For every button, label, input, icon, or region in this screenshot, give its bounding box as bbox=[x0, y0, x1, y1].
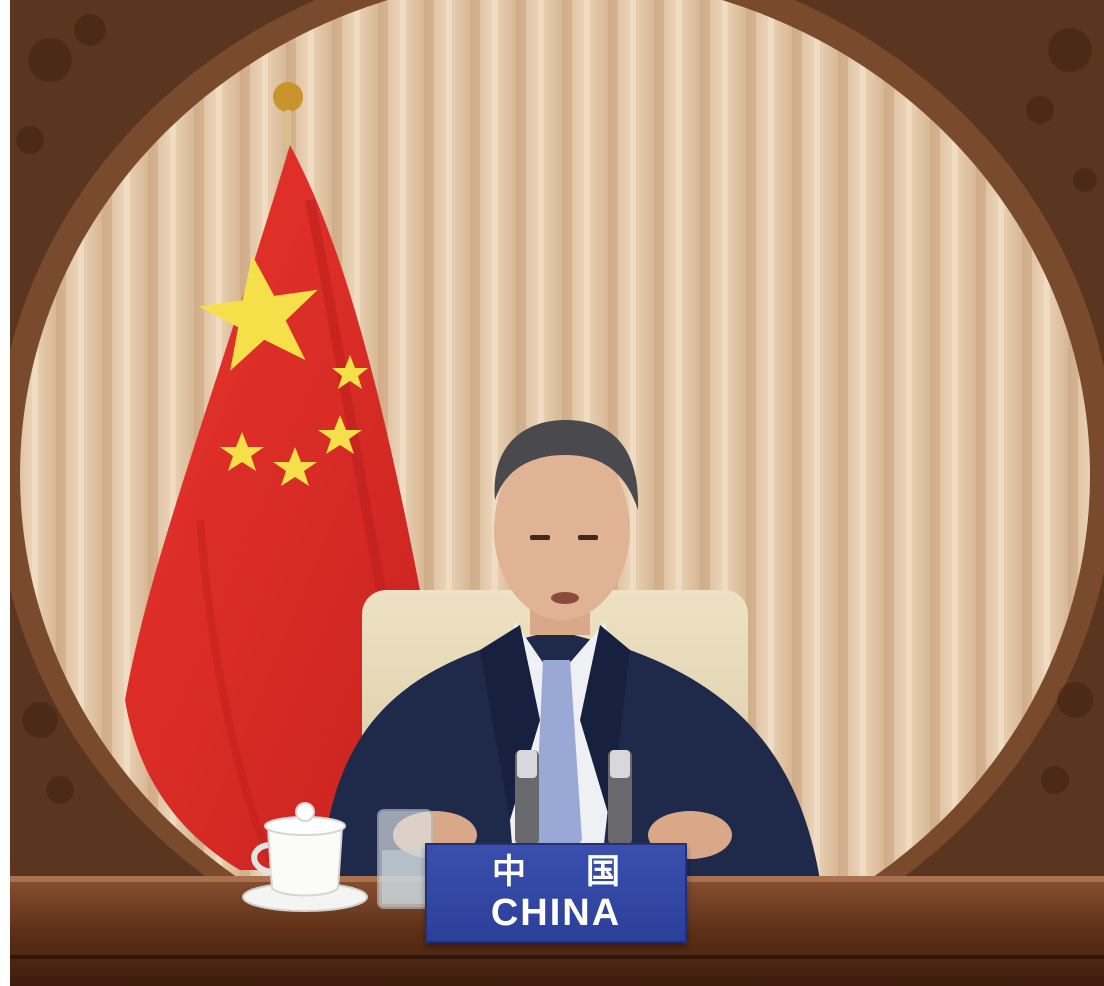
nameplate-chinese: 中国 bbox=[492, 852, 680, 892]
chinese-flag-icon bbox=[125, 145, 430, 870]
tea-cup-icon bbox=[266, 827, 344, 897]
flagpole-finial bbox=[273, 82, 303, 112]
country-nameplate: 中国 CHINA bbox=[425, 843, 687, 943]
scene-illustration bbox=[10, 0, 1104, 986]
speaker-face bbox=[494, 440, 630, 620]
photo-scene: 中国 CHINA bbox=[10, 0, 1104, 986]
tie bbox=[535, 660, 582, 870]
nameplate-english: CHINA bbox=[490, 892, 622, 934]
